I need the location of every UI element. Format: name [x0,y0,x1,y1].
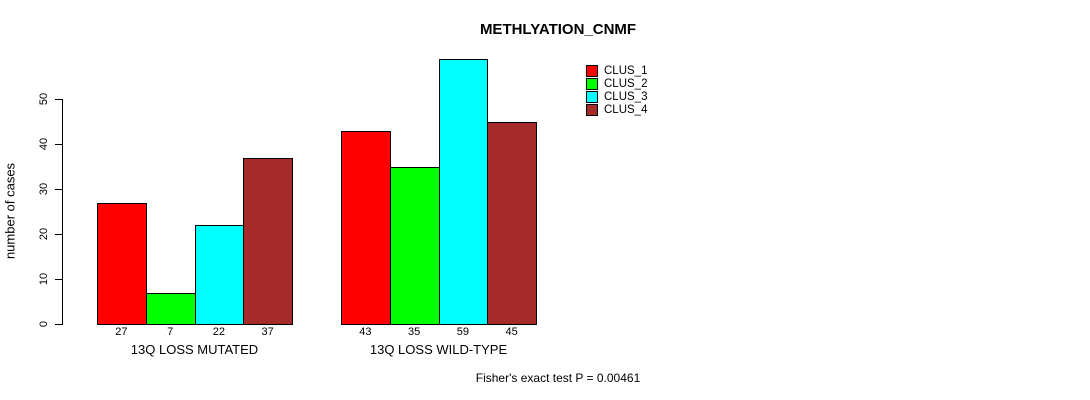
y-tick-mark [55,279,62,280]
y-tick-label: 30 [38,182,50,196]
legend-swatch-clus_4 [586,103,598,116]
legend-label: CLUS_2 [604,77,648,90]
fisher-test-annotation: Fisher's exact test P = 0.00461 [475,371,641,385]
bar-value-label: 35 [408,326,421,338]
bar-value-label: 37 [261,326,274,338]
bar-value-label: 27 [115,326,128,338]
bar-value-label: 22 [212,326,225,338]
bar-clus_1-group-1 [97,202,147,325]
legend-label: CLUS_1 [604,64,648,77]
legend-row: CLUS_3 [586,90,647,103]
y-tick-label: 50 [38,92,50,106]
y-tick-mark [55,144,62,145]
bar-value-label: 45 [505,326,518,338]
legend-swatch-clus_3 [586,90,598,103]
bar-clus_4-group-1 [243,157,293,325]
y-tick-label: 0 [38,320,50,328]
legend: CLUS_1 CLUS_2 CLUS_3 CLUS_4 [586,64,647,116]
legend-row: CLUS_1 [586,64,647,77]
y-tick-label: 10 [38,272,50,286]
group-label: 13Q LOSS WILD-TYPE [369,342,508,357]
y-tick-label: 40 [38,137,50,151]
chart-title: METHLYATION_CNMF [479,21,637,38]
bar-value-label: 59 [456,326,469,338]
bar-value-label: 7 [167,326,174,338]
bar-clus_2-group-2 [389,166,440,325]
y-tick-mark [55,189,62,190]
bar-clus_1-group-2 [341,130,391,325]
bar-clus_3-group-1 [194,225,245,325]
bar-clus_4-group-2 [487,121,537,325]
legend-row: CLUS_2 [586,77,647,90]
legend-row: CLUS_4 [586,103,647,116]
legend-label: CLUS_4 [604,103,648,116]
group-label: 13Q LOSS MUTATED [130,342,259,357]
bar-clus_3-group-2 [438,58,489,325]
legend-label: CLUS_3 [604,90,648,103]
y-tick-mark [55,99,62,100]
legend-swatch-clus_1 [586,64,598,77]
y-axis-title: number of cases [2,162,18,260]
y-tick-mark [55,234,62,235]
bar-value-label: 43 [359,326,372,338]
y-tick-label: 20 [38,227,50,241]
y-axis-line [62,99,63,325]
legend-swatch-clus_2 [586,77,598,90]
bar-clus_2-group-1 [145,292,196,325]
y-tick-mark [55,324,62,325]
